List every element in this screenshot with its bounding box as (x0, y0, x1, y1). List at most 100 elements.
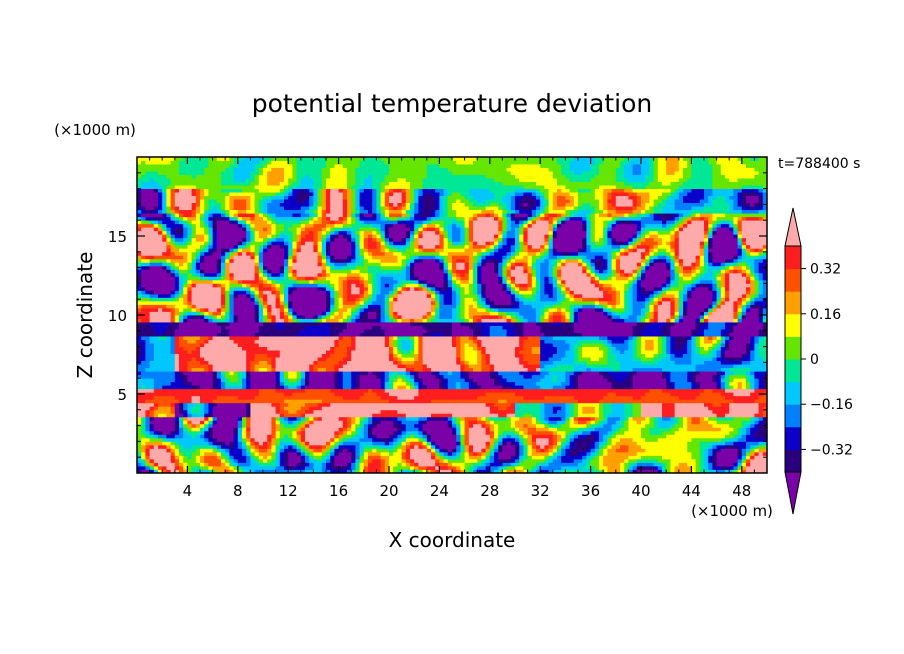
field-cell (208, 413, 213, 418)
field-cell (305, 462, 310, 467)
field-cell (158, 409, 163, 414)
field-cell (439, 455, 444, 460)
field-cell (674, 364, 680, 369)
field-cell (695, 385, 701, 390)
field-cell (254, 423, 260, 428)
field-cell (636, 395, 642, 400)
field-cell (468, 385, 474, 390)
field-cell (674, 385, 680, 390)
field-cell (741, 413, 747, 418)
field-cell (380, 364, 386, 369)
field-cell (725, 451, 730, 456)
field-cell (204, 465, 209, 470)
field-cell (754, 413, 759, 418)
field-cell (216, 381, 222, 386)
field-cell (212, 385, 218, 390)
field-cell (691, 437, 696, 442)
field-cell (204, 357, 209, 362)
field-cell (733, 437, 738, 442)
field-cell (725, 381, 730, 386)
field-cell (393, 367, 398, 372)
field-cell (296, 451, 302, 456)
field-cell (485, 399, 491, 404)
field-cell (750, 360, 755, 365)
field-cell (716, 416, 722, 421)
field-cell (376, 392, 381, 397)
field-cell (359, 444, 365, 449)
field-cell (229, 423, 234, 428)
field-cell (246, 451, 251, 456)
field-cell (263, 371, 268, 376)
field-cell (657, 437, 663, 442)
field-cell (536, 364, 541, 369)
field-cell (510, 469, 516, 473)
field-cell (418, 409, 423, 414)
field-cell (137, 388, 142, 393)
field-cell (649, 395, 654, 400)
field-cell (666, 451, 671, 456)
field-cell (716, 371, 722, 376)
field-cell (380, 413, 386, 418)
field-cell (594, 423, 600, 428)
field-cell (330, 395, 335, 400)
field-cell (519, 420, 524, 425)
field-cell (342, 378, 348, 383)
field-cell (586, 378, 591, 383)
field-cell (435, 406, 440, 411)
field-cell (582, 416, 587, 421)
field-cell (225, 353, 230, 358)
field-cell (284, 434, 289, 439)
field-cell (309, 371, 314, 376)
field-cell (699, 371, 705, 376)
field-cell (195, 381, 201, 386)
field-cell (435, 395, 440, 400)
field-cell (200, 416, 205, 421)
field-cell (704, 364, 709, 369)
field-cell (149, 353, 155, 358)
field-cell (741, 437, 747, 442)
field-cell (737, 409, 743, 414)
field-cell (666, 427, 671, 432)
field-cell (569, 392, 575, 397)
field-cell (737, 392, 743, 397)
field-cell (326, 385, 331, 390)
field-cell (191, 448, 197, 453)
field-cell (414, 423, 419, 428)
field-cell (473, 444, 478, 449)
field-cell (158, 406, 163, 411)
field-cell (233, 392, 239, 397)
field-cell (351, 388, 356, 393)
field-cell (221, 378, 226, 383)
field-cell (334, 399, 339, 404)
field-cell (720, 437, 726, 442)
field-cell (725, 469, 730, 473)
field-cell (347, 455, 352, 460)
field-cell (578, 392, 583, 397)
field-cell (447, 427, 453, 432)
field-cell (670, 416, 675, 421)
field-cell (670, 427, 675, 432)
field-cell (552, 444, 558, 449)
field-cell (397, 437, 402, 442)
field-cell (599, 451, 604, 456)
field-cell (368, 427, 373, 432)
field-cell (590, 406, 596, 411)
field-cell (447, 409, 453, 414)
field-cell (309, 385, 314, 390)
field-cell (359, 455, 365, 460)
field-cell (699, 388, 705, 393)
field-cell (586, 392, 591, 397)
field-cell (271, 378, 276, 383)
field-cell (687, 364, 692, 369)
field-cell (309, 399, 314, 404)
field-cell (725, 392, 730, 397)
field-cell (447, 444, 453, 449)
field-cell (611, 374, 617, 379)
field-cell (599, 357, 604, 362)
field-cell (473, 367, 478, 372)
field-cell (452, 437, 457, 442)
field-cell (561, 409, 566, 414)
field-cell (267, 416, 272, 421)
field-cell (267, 357, 272, 362)
field-cell (683, 409, 688, 414)
